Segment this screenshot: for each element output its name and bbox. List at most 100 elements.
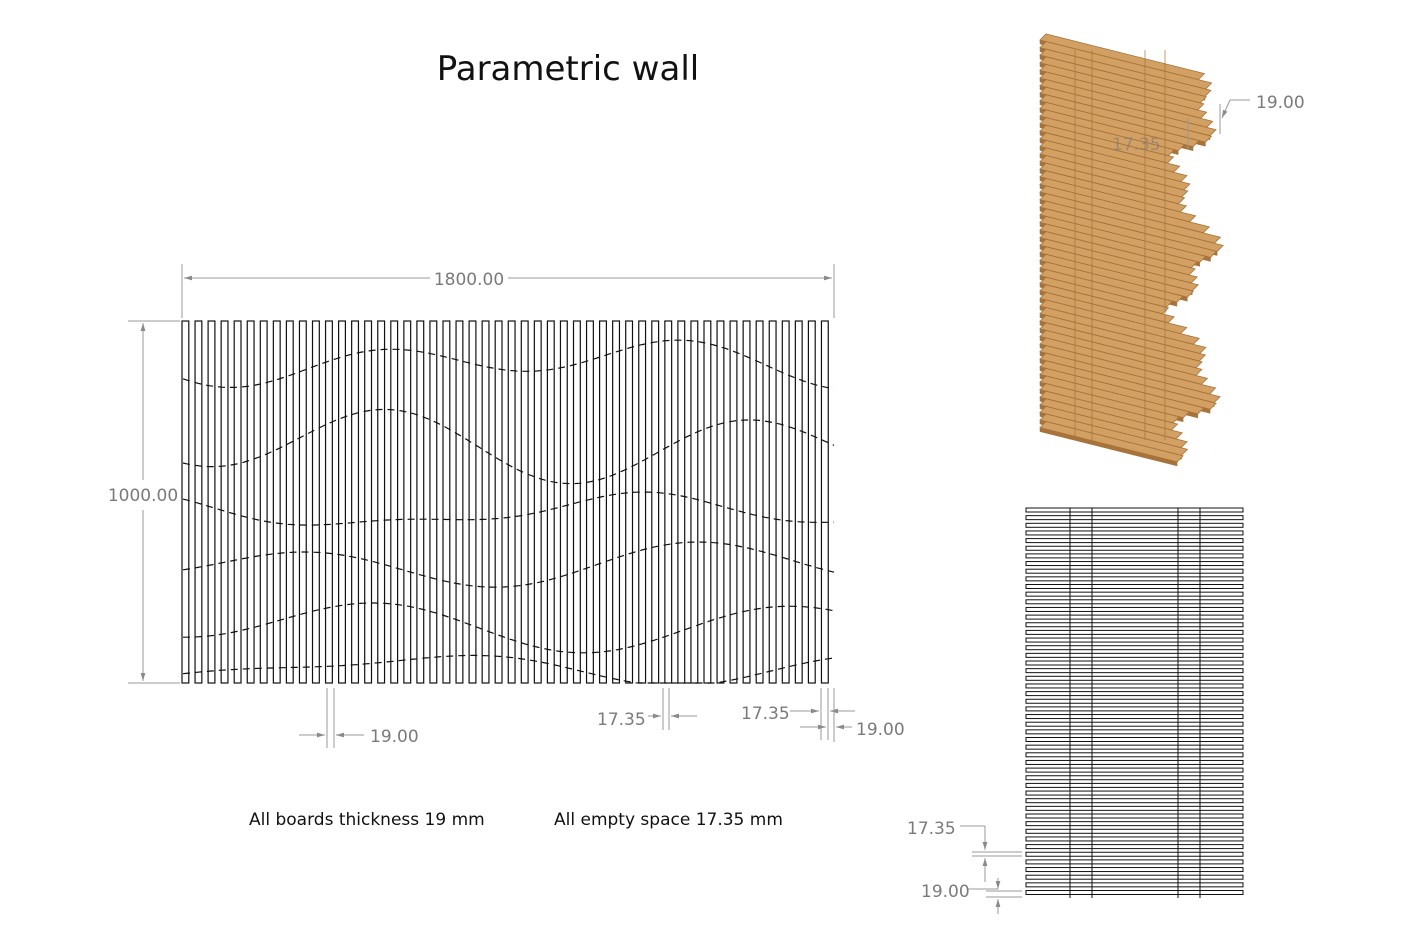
vertical-board (298, 320, 307, 684)
page-title: Parametric wall (437, 49, 699, 89)
vertical-board (416, 320, 425, 684)
horizontal-board (1025, 714, 1244, 720)
horizontal-board (1025, 652, 1244, 658)
vertical-board (520, 320, 529, 684)
horizontal-board (1025, 691, 1244, 697)
vertical-board (442, 320, 451, 684)
gap-spacing-label: 17.35 (597, 710, 646, 730)
vertical-board (455, 320, 464, 684)
horizontal-board (1025, 606, 1244, 612)
horizontal-board (1025, 538, 1244, 544)
iso-gap-label: 17.35 (1112, 135, 1161, 155)
horizontal-board (1025, 622, 1244, 628)
vertical-board (233, 320, 242, 684)
horizontal-board (1025, 515, 1244, 521)
horizontal-board (1025, 683, 1244, 689)
vertical-board (207, 320, 216, 684)
horizontal-board (1025, 698, 1244, 704)
vertical-board (507, 320, 516, 684)
horizontal-board (1025, 545, 1244, 551)
board-thickness-label: 19.00 (370, 727, 419, 747)
horizontal-board (1025, 553, 1244, 559)
vertical-board (468, 320, 477, 684)
horizontal-board (1025, 813, 1244, 819)
height-dimension-label: 1000.00 (108, 486, 178, 506)
horizontal-board (1025, 584, 1244, 589)
horizontal-board (1025, 851, 1244, 857)
vertical-board (377, 320, 386, 684)
horizontal-board (1025, 522, 1244, 528)
front-view: 1800.00 1000.00 19.00 17.35 17.35 19.00 (108, 264, 905, 748)
horizontal-board (1025, 867, 1244, 873)
vertical-board (246, 320, 255, 684)
horizontal-board (1025, 721, 1244, 727)
vertical-board (311, 320, 320, 684)
vertical-board (651, 320, 660, 684)
horizontal-boards (1025, 507, 1244, 898)
wave-contour (182, 408, 835, 485)
horizontal-board (1025, 782, 1244, 788)
horizontal-board (1025, 645, 1244, 651)
vertical-board (625, 320, 634, 684)
horizontal-board (1025, 882, 1244, 888)
vertical-board (612, 320, 621, 684)
vertical-board (546, 320, 555, 684)
horizontal-board (1025, 737, 1244, 742)
isometric-slats (1039, 33, 1224, 467)
horizontal-board (1025, 874, 1244, 880)
horizontal-board (1025, 859, 1244, 865)
width-dimension-label: 1800.00 (434, 270, 504, 290)
vertical-board (755, 320, 764, 684)
gap-spacing-label-right: 17.35 (741, 704, 790, 724)
vertical-board (285, 320, 294, 684)
vertical-board (338, 320, 347, 684)
side-gap-label: 17.35 (907, 819, 956, 839)
vertical-board (690, 320, 699, 684)
vertical-board (403, 320, 412, 684)
isometric-view: 19.00 17.35 (1039, 33, 1305, 467)
vertical-boards (181, 320, 829, 684)
side-board-label: 19.00 (921, 882, 970, 902)
horizontal-board (1025, 530, 1244, 536)
horizontal-board (1025, 591, 1244, 597)
horizontal-board (1025, 828, 1244, 834)
horizontal-board (1025, 729, 1244, 735)
vertical-board (494, 320, 503, 684)
vertical-board (664, 320, 673, 684)
wave-contour (182, 541, 835, 588)
wave-contour (182, 339, 835, 390)
wave-contour (183, 602, 835, 654)
board-thickness-label-right: 19.00 (856, 720, 905, 740)
boards-thickness-note: All boards thickness 19 mm (249, 810, 485, 830)
horizontal-board (1025, 668, 1244, 674)
horizontal-board (1025, 759, 1244, 765)
vertical-board (716, 320, 725, 684)
vertical-board (781, 320, 790, 684)
horizontal-board (1025, 706, 1244, 712)
wave-contours (182, 339, 835, 684)
horizontal-board (1025, 637, 1244, 643)
iso-slat-edge (1039, 427, 1178, 467)
empty-space-note: All empty space 17.35 mm (554, 810, 783, 830)
vertical-board (677, 320, 686, 684)
horizontal-board (1025, 798, 1244, 804)
horizontal-board (1025, 507, 1244, 513)
vertical-board (272, 320, 281, 684)
vertical-board (364, 320, 373, 684)
horizontal-board (1025, 821, 1244, 827)
vertical-board (533, 320, 542, 684)
vertical-board (585, 320, 594, 684)
side-view: 17.35 19.00 (907, 507, 1244, 914)
vertical-board (181, 320, 190, 684)
vertical-board (390, 320, 399, 684)
horizontal-board (1025, 844, 1244, 850)
horizontal-board (1025, 744, 1244, 750)
vertical-board (794, 320, 803, 684)
vertical-board (220, 320, 229, 684)
vertical-board (324, 320, 333, 684)
vertical-board (598, 320, 607, 684)
vertical-board (807, 320, 816, 684)
horizontal-board (1025, 576, 1244, 582)
horizontal-board (1025, 629, 1244, 635)
